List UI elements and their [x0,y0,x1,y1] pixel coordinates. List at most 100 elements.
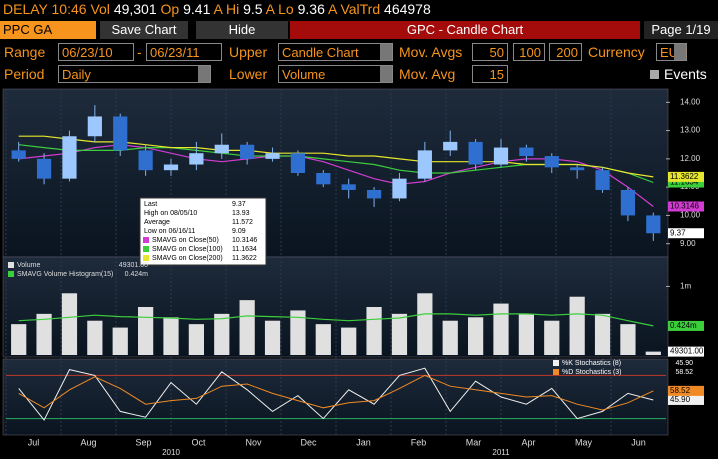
x-tick-label: Dec [300,437,317,447]
axis-tag-label: 45.90 [670,395,691,404]
legend-value: 11.3622 [232,255,257,262]
input[interactable]: 100 [513,43,545,61]
candle-body [87,116,102,137]
quote-value: 9.5 [243,1,263,17]
legend-box [139,197,267,266]
y-tick-label: 9.00 [680,239,696,248]
label: Period [4,66,45,82]
quote-value: 9.41 [183,1,211,17]
label: Currency [588,44,645,60]
volume-bar [594,313,611,355]
page-indicator[interactable]: Page 1/19 [644,21,718,39]
legend-swatch [8,271,14,277]
quote-value: 9.36 [297,1,325,17]
dropdown[interactable]: Daily [58,65,211,83]
separator: - [137,44,142,60]
volume-bar [620,324,636,355]
volume-bar [264,320,281,355]
y-tick-label: 12.00 [680,154,701,163]
input[interactable]: 50 [472,43,508,61]
candle-body [341,184,356,190]
legend-value: 45.90 [675,360,693,367]
events-label[interactable]: Events [664,66,707,82]
quote-fields: Vol 49,301 Op 9.41 A Hi 9.5 A Lo 9.36 A … [90,1,430,17]
quote-source: A [213,1,223,17]
dropdown[interactable]: Candle Chart [278,43,393,61]
dropdown[interactable]: Volume [278,65,393,83]
volume-bar [290,310,306,355]
candle-body [366,189,382,199]
date-input[interactable]: 06/23/10 [58,43,134,61]
x-tick-label: Mar [466,437,482,447]
candle-body [316,173,331,185]
quote-source: A [265,1,275,17]
axis-tag-label: 49301.00 [670,347,704,356]
input[interactable]: 200 [549,43,582,61]
axis-tag-label: 58.52 [670,386,691,395]
x-tick-label: Aug [80,437,96,447]
button[interactable]: Save Chart [100,21,188,39]
input[interactable]: 15 [472,65,508,83]
x-tick-label: Jun [631,437,646,447]
label: Upper [229,44,268,60]
volume-bar [11,324,27,355]
checkbox[interactable] [650,70,659,79]
volume-bar [138,307,154,355]
legend-value: 58.52 [675,369,693,376]
legend-label: Volume [17,262,40,269]
axis-tag [668,228,704,239]
chart-title: GPC - Candle Chart [290,21,640,39]
legend-value: 9.09 [232,228,246,235]
candle-body [493,147,509,165]
candle-body [163,164,179,171]
axis-tag-label: 11.3622 [670,172,699,181]
x-tick-label: Sep [135,437,151,447]
label: Range [4,44,46,60]
candle-body [595,170,610,190]
volume-bar [518,313,534,355]
date-input[interactable]: 06/23/11 [146,43,222,61]
legend-swatch [143,255,149,261]
x-tick-label: Oct [191,437,206,447]
stochastic-line [18,374,654,411]
ticker[interactable]: PPC GA EQUITY [0,21,96,55]
y-tick-label: 13.00 [680,126,701,135]
legend-value: 11.1634 [232,246,257,253]
legend-swatch [143,237,149,243]
year-label: 2011 [492,448,510,457]
quote-source: A [327,1,337,17]
stochastic-line [18,367,654,421]
x-tick-label: Jan [356,437,371,447]
quote-value: 49,301 [113,1,157,17]
x-tick-label: May [575,437,593,447]
quote-label: Vol [90,1,110,17]
quote-label: Lo [278,1,294,17]
legend-label: SMAVG on Close(100) [152,246,223,253]
legend-label: SMAVG Volume Histogram(15) [17,271,113,278]
volume-bar [163,317,179,355]
legend-label: Last [144,201,157,208]
volume-bar [391,313,408,355]
volume-bar [341,327,357,355]
candle-body [519,147,534,157]
year-label: 2010 [162,448,180,457]
mode: DELAY [3,1,48,17]
legend-label: SMAVG on Close(50) [152,237,219,244]
x-tick-label: Jul [28,437,40,447]
volume-bar [61,293,78,355]
volume-bar [315,324,331,355]
candle-body [468,141,483,165]
axis-tag [668,385,704,396]
volume-bar [442,320,458,355]
axis-tag-label: 11.1634 [670,178,699,187]
volume-bar [112,327,128,355]
candle-body [544,156,559,168]
legend-label: SMAVG on Close(200) [152,255,223,262]
candle-body [646,215,661,234]
legend-value: 49301.00 [119,262,148,269]
button[interactable]: Hide [196,21,288,39]
dropdown[interactable]: EUR [656,43,687,61]
volume-bar [569,296,585,355]
x-tick-label: Nov [245,437,262,447]
